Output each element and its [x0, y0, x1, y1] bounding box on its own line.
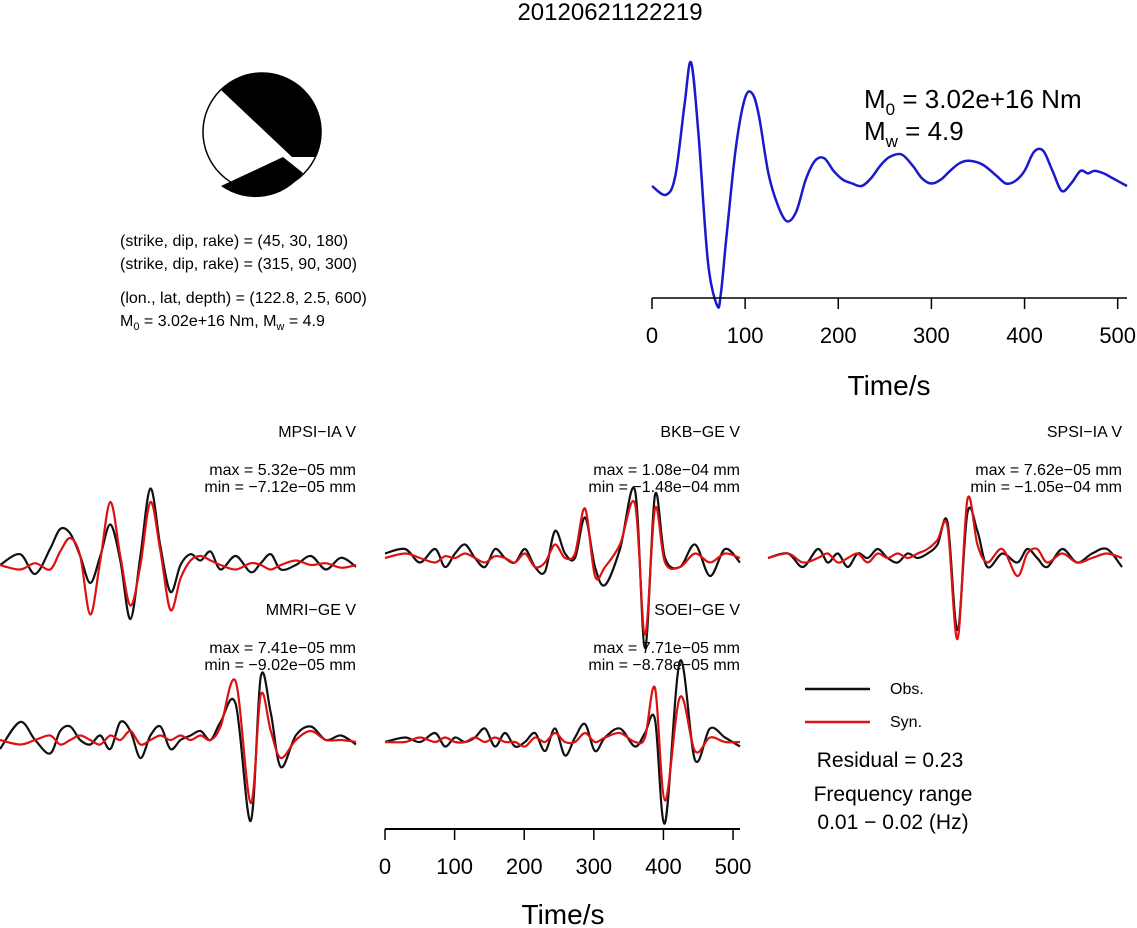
stf-x-label: Time/s	[848, 370, 931, 401]
info-location: (lon., lat, depth) = (122.8, 2.5, 600)	[120, 290, 367, 307]
info-moment: M0 = 3.02e+16 Nm, Mw = 4.9	[120, 313, 325, 333]
stf-mw-label: Mw = 4.9	[864, 116, 964, 151]
station-label: SPSI−IA V	[1047, 424, 1122, 441]
legend-syn-label: Syn.	[890, 714, 922, 731]
frequency-range-value: 0.01 − 0.02 (Hz)	[817, 811, 968, 834]
synthetic-waveform-line	[0, 500, 357, 616]
max-amplitude-label: max = 7.62e−05 mm	[975, 462, 1122, 479]
observed-waveform-line	[767, 506, 1123, 632]
waveform-tick-label: 300	[575, 854, 612, 879]
max-amplitude-label: max = 1.08e−04 mm	[593, 462, 740, 479]
synthetic-waveform-line	[767, 495, 1123, 641]
min-amplitude-label: min = −8.78e−05 mm	[588, 657, 740, 674]
figure-title: 20120621122219	[517, 0, 702, 26]
beachball-focal-mechanism	[202, 72, 322, 198]
synthetic-waveform-line	[0, 678, 357, 805]
waveform-x-ticks: 0 100 200 300 400 500	[379, 829, 752, 879]
info-nodal-plane-1: (strike, dip, rake) = (45, 30, 180)	[120, 233, 348, 250]
waveform-tick-label: 500	[715, 854, 752, 879]
synthetic-waveform-line	[384, 685, 741, 802]
stf-tick-label: 500	[1099, 323, 1136, 348]
waveform-x-label: Time/s	[522, 899, 605, 928]
legend-obs-label: Obs.	[890, 681, 924, 698]
stf-chart: 0 100 200 300 400 500 Time/s M0 = 3.02e+16 Nm…	[646, 60, 1136, 401]
waveform-tick-label: 200	[506, 854, 543, 879]
legend: Obs. Syn. Residual = 0.23 Frequency rang…	[805, 681, 972, 834]
station-label: MPSI−IA V	[278, 424, 356, 441]
min-amplitude-label: min = −1.05e−04 mm	[970, 479, 1122, 496]
stf-tick-label: 100	[727, 323, 764, 348]
waveform-tick-label: 0	[379, 854, 391, 879]
waveform-tick-label: 100	[436, 854, 473, 879]
min-amplitude-label: min = −1.48e−04 mm	[588, 479, 740, 496]
source-info: (strike, dip, rake) = (45, 30, 180) (str…	[120, 233, 367, 333]
stf-x-ticks: 0 100 200 300 400 500	[646, 298, 1136, 348]
max-amplitude-label: max = 7.41e−05 mm	[209, 640, 356, 657]
min-amplitude-label: min = −9.02e−05 mm	[204, 657, 356, 674]
stf-tick-label: 200	[820, 323, 857, 348]
min-amplitude-label: min = −7.12e−05 mm	[204, 479, 356, 496]
stf-series-line	[651, 60, 1128, 309]
residual-label: Residual = 0.23	[817, 749, 964, 772]
station-label: BKB−GE V	[660, 424, 740, 441]
info-nodal-plane-2: (strike, dip, rake) = (315, 90, 300)	[120, 256, 357, 273]
frequency-range-title: Frequency range	[814, 783, 973, 806]
stf-m0-label: M0 = 3.02e+16 Nm	[864, 84, 1082, 119]
observed-waveform-line	[0, 671, 357, 823]
stf-tick-label: 400	[1006, 323, 1043, 348]
stf-tick-label: 300	[913, 323, 950, 348]
beachball-compressional-quadrant-lower	[221, 157, 303, 198]
observed-waveform-line	[0, 487, 357, 621]
max-amplitude-label: max = 5.32e−05 mm	[209, 462, 356, 479]
waveform-time-axis: 0 100 200 300 400 500 Time/s	[379, 828, 752, 928]
waveform-tick-label: 400	[645, 854, 682, 879]
beachball-compressional-quadrant-upper	[221, 72, 322, 157]
observed-waveform-line	[384, 486, 741, 650]
max-amplitude-label: max = 7.71e−05 mm	[593, 640, 740, 657]
synthetic-waveform-line	[384, 499, 741, 636]
station-label: MMRI−GE V	[266, 602, 357, 619]
station-label: SOEI−GE V	[654, 602, 740, 619]
stf-tick-label: 0	[646, 323, 658, 348]
